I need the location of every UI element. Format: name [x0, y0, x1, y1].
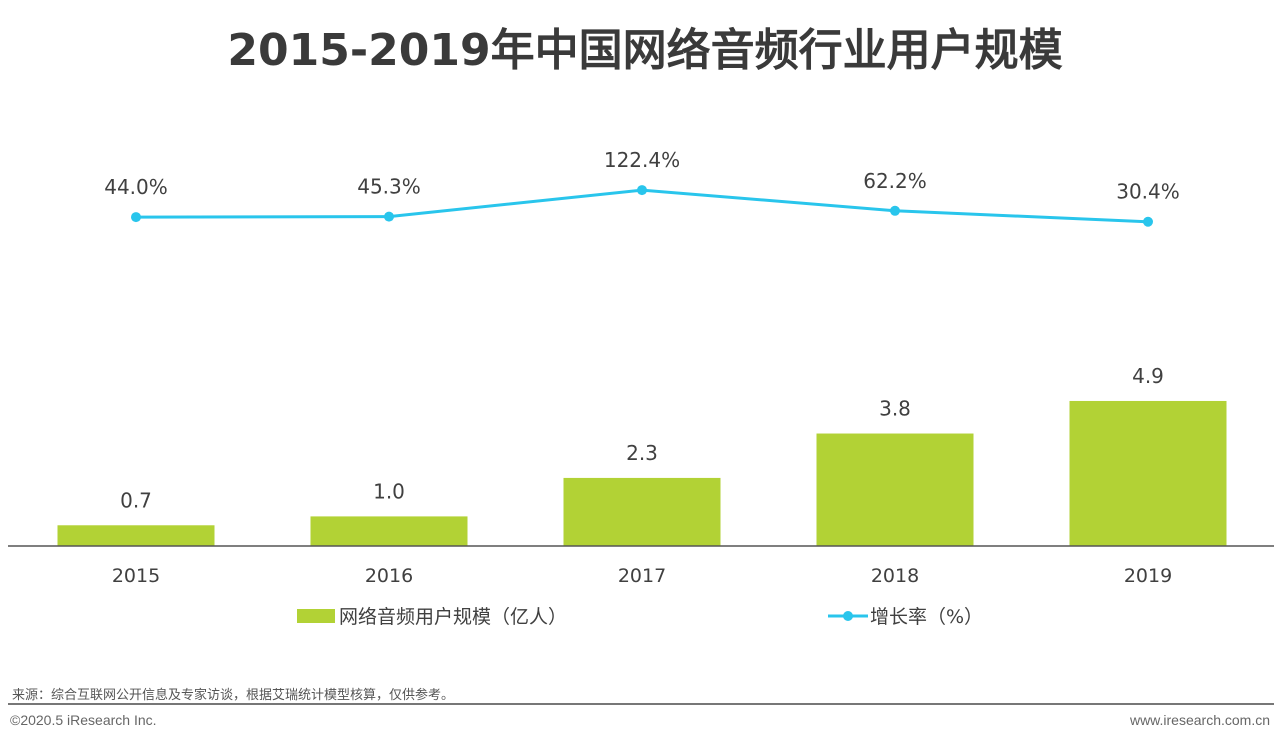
line-point: [1143, 216, 1153, 227]
bar: [563, 477, 721, 546]
chart-title: 2015-2019年中国网络音频行业用户规模: [227, 25, 1063, 76]
legend-line-label: 增长率（%）: [870, 606, 983, 628]
bar: [57, 525, 215, 546]
bar-data-label: 4.9: [1132, 364, 1164, 388]
line-point: [890, 205, 900, 216]
source-note: 来源：综合互联网公开信息及专家访谈，根据艾瑞统计模型核算，仅供参考。: [12, 688, 455, 703]
line-point: [384, 211, 394, 222]
bar-data-label: 2.3: [626, 441, 658, 465]
bar-data-label: 3.8: [879, 397, 911, 421]
bar: [816, 433, 974, 546]
x-tick-label: 2019: [1124, 565, 1172, 587]
legend-bar-label: 网络音频用户规模（亿人）: [339, 606, 567, 628]
x-tick-label: 2017: [618, 565, 666, 587]
x-tick-label: 2016: [365, 565, 413, 587]
line-data-label: 30.4%: [1116, 180, 1180, 204]
line-point: [637, 185, 647, 196]
bar-data-label: 1.0: [373, 479, 405, 503]
x-tick-label: 2018: [871, 565, 919, 587]
website: www.iresearch.com.cn: [1129, 712, 1270, 728]
bar: [310, 516, 468, 546]
line-data-label: 62.2%: [863, 169, 927, 193]
legend-bar-swatch: [297, 609, 335, 623]
x-tick-label: 2015: [112, 565, 160, 587]
bar: [1069, 400, 1227, 546]
line-data-label: 45.3%: [357, 175, 421, 199]
copyright: ©2020.5 iResearch Inc.: [10, 712, 157, 728]
line-data-label: 122.4%: [604, 148, 680, 172]
legend-line-marker: [843, 611, 853, 621]
bar-data-label: 0.7: [120, 488, 152, 512]
footer-divider: [8, 703, 1274, 705]
line-point: [131, 212, 141, 223]
line-data-label: 44.0%: [104, 175, 168, 199]
